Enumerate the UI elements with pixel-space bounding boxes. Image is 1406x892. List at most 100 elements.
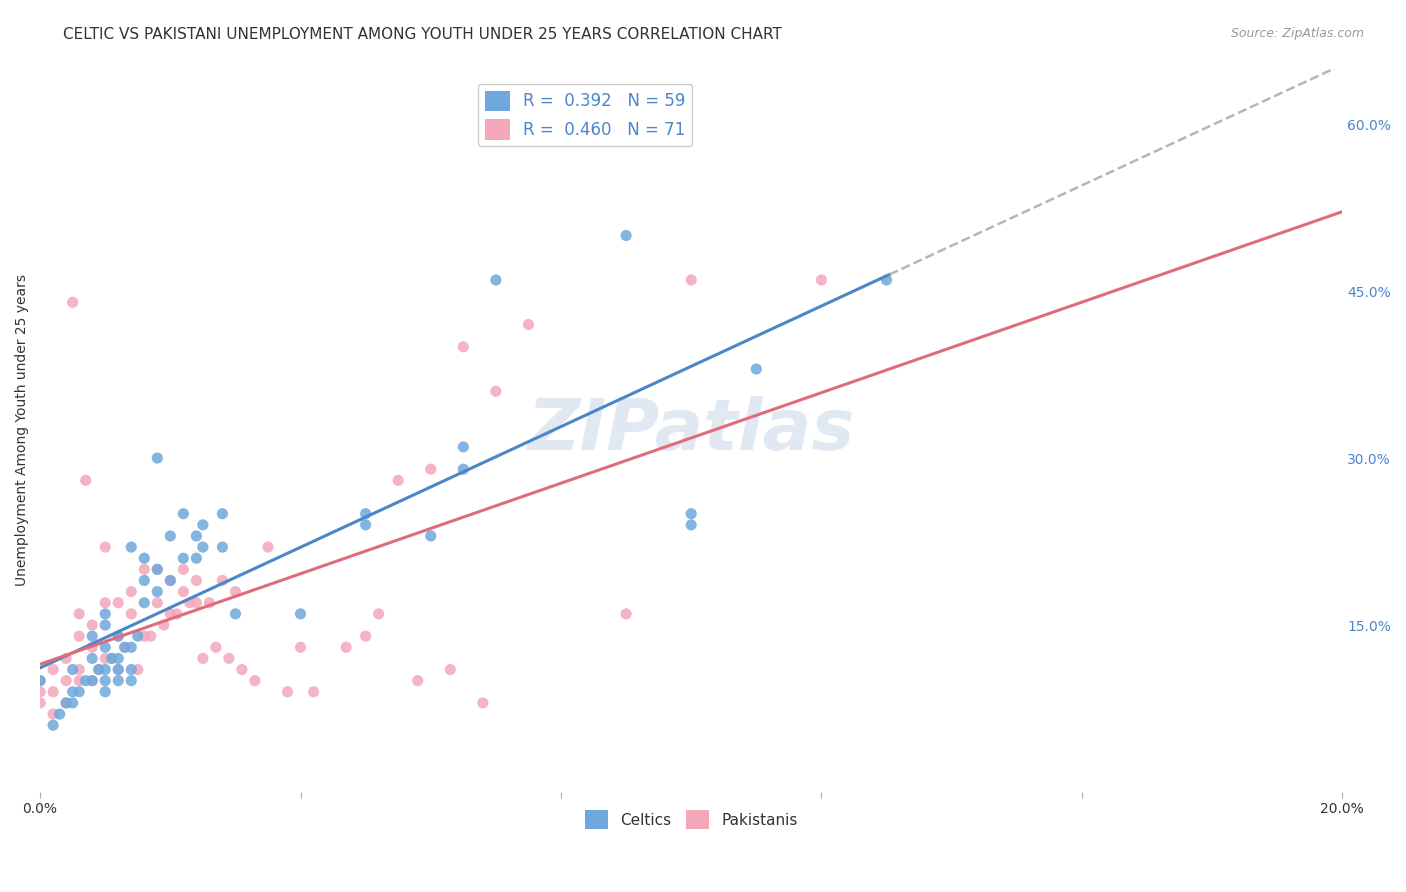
- Point: [120, 663, 142, 677]
- Point: [94, 673, 117, 688]
- Point: [134, 574, 156, 588]
- Point: [179, 596, 201, 610]
- Text: CELTIC VS PAKISTANI UNEMPLOYMENT AMONG YOUTH UNDER 25 YEARS CORRELATION CHART: CELTIC VS PAKISTANI UNEMPLOYMENT AMONG Y…: [63, 27, 782, 42]
- Point: [82, 673, 104, 688]
- Point: [146, 562, 169, 576]
- Point: [62, 663, 84, 677]
- Point: [62, 295, 84, 310]
- Point: [30, 685, 52, 699]
- Point: [94, 685, 117, 699]
- Point: [172, 551, 194, 566]
- Point: [159, 529, 181, 543]
- Point: [107, 673, 129, 688]
- Point: [745, 362, 768, 376]
- Point: [354, 507, 377, 521]
- Point: [30, 673, 52, 688]
- Point: [67, 673, 90, 688]
- Point: [172, 562, 194, 576]
- Point: [82, 673, 104, 688]
- Point: [681, 517, 703, 532]
- Point: [42, 663, 65, 677]
- Point: [290, 607, 312, 621]
- Point: [231, 663, 253, 677]
- Point: [146, 584, 169, 599]
- Point: [159, 607, 181, 621]
- Point: [82, 629, 104, 643]
- Point: [614, 228, 637, 243]
- Point: [614, 607, 637, 621]
- Point: [290, 640, 312, 655]
- Point: [94, 596, 117, 610]
- Point: [114, 640, 136, 655]
- Point: [485, 384, 508, 399]
- Point: [48, 707, 70, 722]
- Point: [94, 607, 117, 621]
- Legend: Celtics, Pakistanis: Celtics, Pakistanis: [578, 804, 804, 835]
- Point: [134, 629, 156, 643]
- Point: [439, 663, 461, 677]
- Point: [120, 584, 142, 599]
- Point: [205, 640, 228, 655]
- Point: [120, 540, 142, 554]
- Point: [107, 651, 129, 665]
- Point: [186, 574, 208, 588]
- Point: [211, 574, 233, 588]
- Point: [224, 584, 246, 599]
- Point: [453, 440, 475, 454]
- Point: [107, 629, 129, 643]
- Point: [42, 685, 65, 699]
- Point: [146, 451, 169, 466]
- Point: [82, 618, 104, 632]
- Point: [243, 673, 266, 688]
- Point: [94, 540, 117, 554]
- Point: [810, 273, 832, 287]
- Point: [681, 273, 703, 287]
- Point: [453, 340, 475, 354]
- Point: [82, 651, 104, 665]
- Point: [107, 596, 129, 610]
- Point: [134, 562, 156, 576]
- Point: [186, 529, 208, 543]
- Point: [139, 629, 162, 643]
- Point: [82, 640, 104, 655]
- Point: [42, 718, 65, 732]
- Point: [354, 517, 377, 532]
- Point: [120, 607, 142, 621]
- Point: [146, 562, 169, 576]
- Point: [62, 696, 84, 710]
- Point: [94, 640, 117, 655]
- Point: [367, 607, 389, 621]
- Point: [354, 629, 377, 643]
- Point: [191, 540, 214, 554]
- Point: [387, 473, 409, 487]
- Point: [159, 574, 181, 588]
- Point: [517, 318, 540, 332]
- Point: [166, 607, 188, 621]
- Point: [55, 651, 77, 665]
- Point: [419, 462, 441, 476]
- Point: [485, 273, 508, 287]
- Y-axis label: Unemployment Among Youth under 25 years: Unemployment Among Youth under 25 years: [15, 274, 30, 586]
- Point: [67, 685, 90, 699]
- Point: [107, 663, 129, 677]
- Point: [100, 651, 122, 665]
- Point: [67, 607, 90, 621]
- Point: [30, 673, 52, 688]
- Point: [186, 596, 208, 610]
- Point: [471, 696, 494, 710]
- Point: [876, 273, 898, 287]
- Point: [302, 685, 325, 699]
- Point: [198, 596, 221, 610]
- Point: [30, 696, 52, 710]
- Point: [681, 507, 703, 521]
- Point: [191, 651, 214, 665]
- Point: [67, 629, 90, 643]
- Point: [94, 618, 117, 632]
- Point: [67, 663, 90, 677]
- Point: [55, 696, 77, 710]
- Point: [453, 462, 475, 476]
- Text: Source: ZipAtlas.com: Source: ZipAtlas.com: [1230, 27, 1364, 40]
- Point: [42, 707, 65, 722]
- Point: [127, 663, 149, 677]
- Point: [75, 473, 97, 487]
